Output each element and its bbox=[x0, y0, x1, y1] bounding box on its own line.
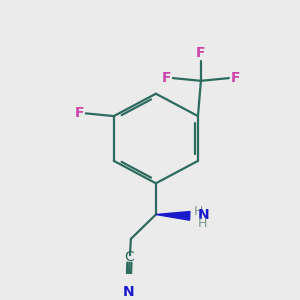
Text: N: N bbox=[198, 208, 210, 222]
Polygon shape bbox=[156, 212, 190, 220]
Text: F: F bbox=[75, 106, 84, 120]
Text: F: F bbox=[196, 46, 206, 60]
Text: F: F bbox=[162, 71, 172, 85]
Text: H: H bbox=[198, 217, 207, 230]
Text: C: C bbox=[124, 250, 134, 264]
Text: F: F bbox=[230, 71, 240, 85]
Text: H: H bbox=[193, 205, 203, 218]
Text: N: N bbox=[123, 285, 135, 299]
